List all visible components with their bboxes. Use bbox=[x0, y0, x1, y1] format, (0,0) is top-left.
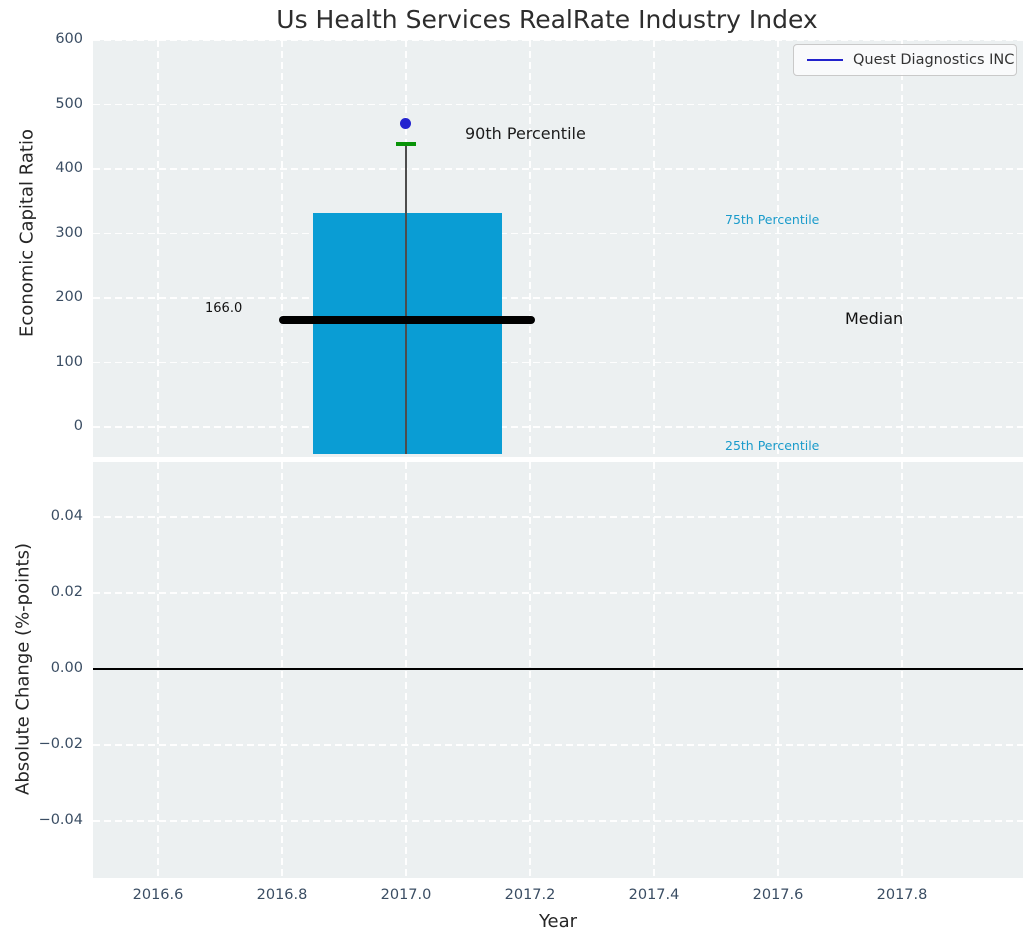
x-tick-label: 2016.6 bbox=[132, 887, 184, 903]
y-tick-label: 0.04 bbox=[50, 508, 83, 524]
gridline bbox=[529, 40, 531, 457]
gridline bbox=[93, 592, 1023, 594]
p25-annotation: 25th Percentile bbox=[725, 438, 820, 453]
y-tick-label: 500 bbox=[55, 95, 83, 112]
y-tick-label: 400 bbox=[55, 160, 83, 176]
gridline bbox=[653, 462, 655, 878]
interquartile-bar bbox=[313, 213, 502, 454]
y-tick-label: 200 bbox=[55, 289, 83, 305]
gridline bbox=[93, 820, 1023, 822]
y-tick-label: 100 bbox=[55, 353, 83, 370]
legend: Quest Diagnostics INC bbox=[793, 44, 1017, 76]
x-tick-label: 2016.8 bbox=[256, 887, 308, 903]
y-tick-label: 300 bbox=[55, 224, 83, 241]
x-tick-label: 2017.6 bbox=[752, 887, 804, 903]
y-tick-label: 0.02 bbox=[50, 584, 83, 600]
y-tick-label: 0 bbox=[73, 418, 83, 434]
gridline bbox=[93, 426, 1023, 428]
gridline bbox=[93, 168, 1023, 170]
x-tick-label: 2017.4 bbox=[628, 887, 680, 903]
bottom-plot-area bbox=[93, 462, 1023, 878]
gridline bbox=[93, 40, 1023, 41]
gridline bbox=[157, 462, 159, 878]
gridline bbox=[777, 462, 779, 878]
y-tick-label: −0.04 bbox=[38, 812, 83, 828]
gridline bbox=[281, 40, 283, 457]
gridline bbox=[157, 40, 159, 457]
top-plot-area: 166.0 90th Percentile 75th Percentile 25… bbox=[93, 40, 1023, 457]
gridline bbox=[93, 232, 1023, 235]
percentile-whisker-line bbox=[405, 144, 407, 454]
chart-title: Us Health Services RealRate Industry Ind… bbox=[276, 5, 818, 34]
gridline bbox=[777, 40, 779, 457]
legend-line-swatch bbox=[807, 58, 843, 62]
legend-label: Quest Diagnostics INC bbox=[853, 52, 1015, 68]
median-value-label: 166.0 bbox=[205, 301, 243, 316]
p75-annotation: 75th Percentile bbox=[725, 212, 820, 227]
gridline bbox=[901, 40, 903, 457]
gridline bbox=[93, 103, 1023, 106]
p90-annotation: 90th Percentile bbox=[465, 124, 586, 143]
zero-reference-line bbox=[93, 667, 1023, 670]
gridline bbox=[93, 744, 1023, 746]
gridline bbox=[901, 462, 903, 878]
gridline bbox=[653, 40, 655, 457]
gridline bbox=[93, 361, 1023, 364]
y-tick-label: −0.02 bbox=[38, 736, 83, 752]
median-line bbox=[279, 316, 535, 324]
x-axis-label: Year bbox=[538, 911, 578, 932]
x-tick-label: 2017.2 bbox=[504, 887, 556, 903]
gridline bbox=[93, 516, 1023, 518]
gridline bbox=[405, 462, 407, 878]
y-tick-label: 0.00 bbox=[50, 660, 83, 676]
p90-tick-mark bbox=[396, 142, 416, 146]
gridline bbox=[281, 462, 283, 878]
x-tick-label: 2017.8 bbox=[876, 887, 928, 903]
median-annotation: Median bbox=[845, 309, 904, 328]
y-tick-label: 600 bbox=[55, 31, 83, 47]
gridline bbox=[93, 297, 1023, 299]
x-tick-label: 2017.0 bbox=[380, 887, 432, 903]
gridline bbox=[529, 462, 531, 878]
company-data-point bbox=[400, 118, 411, 129]
